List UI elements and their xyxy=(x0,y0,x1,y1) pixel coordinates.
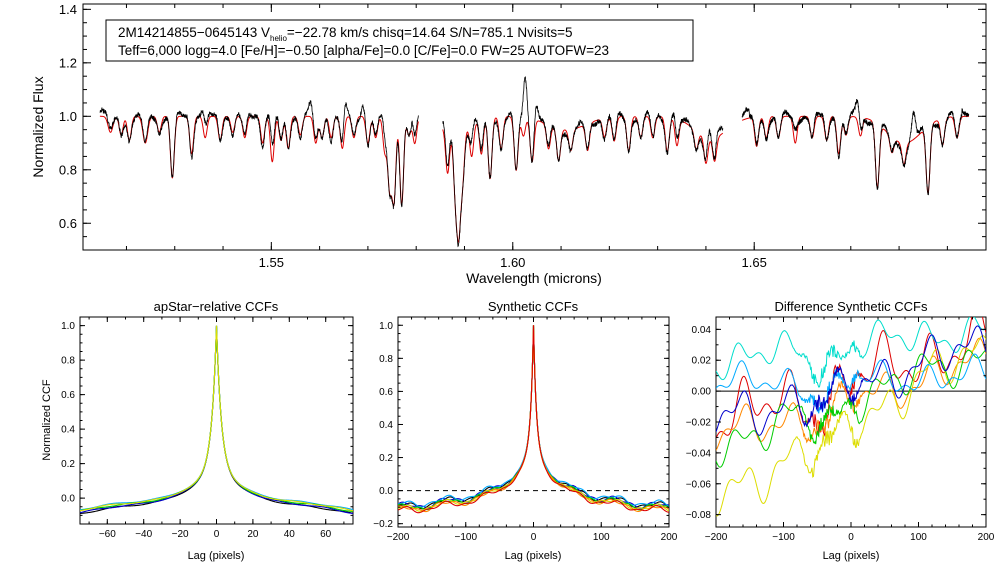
y-tick-label: 0.6 xyxy=(61,390,75,401)
annotation-line-2: Teff=6,000 logg=4.0 [Fe/H]=−0.50 [alpha/… xyxy=(118,43,609,58)
synthetic-ccf-panel: Synthetic CCFs −200 −100 0 100 200 −0.2 0.0 0.2… xyxy=(373,299,678,562)
difference-series-line xyxy=(716,335,986,517)
x-tick-label: −200 xyxy=(387,532,410,543)
x-tick-label: 200 xyxy=(978,532,995,543)
y-tick-label: 0.8 xyxy=(61,356,75,367)
x-tick-label: −100 xyxy=(454,532,477,543)
y-tick-label: 1.2 xyxy=(59,55,77,70)
apstar-ccf-ylabel: Normalized CCF xyxy=(41,379,53,461)
x-tick-label: −40 xyxy=(135,529,152,540)
ccf-series-line xyxy=(398,325,669,514)
y-tick-label: −0.06 xyxy=(686,479,712,490)
difference-series-line xyxy=(716,317,986,388)
y-tick-label: 0.6 xyxy=(379,387,393,398)
y-tick-label: −0.08 xyxy=(686,510,712,521)
x-tick-label: −100 xyxy=(772,532,795,543)
y-tick-label: 1.4 xyxy=(59,2,77,17)
apstar-ccf-title: apStar−relative CCFs xyxy=(154,299,279,314)
spectrum-plot-frame xyxy=(82,3,987,251)
x-tick-label: 1.60 xyxy=(500,255,525,270)
x-tick-label: 0 xyxy=(214,529,220,540)
synthetic-ccf-axes: −200 −100 0 100 200 −0.2 0.0 0.2 0.4 0.6 0.8 1.0 xyxy=(373,317,678,543)
y-tick-label: 1.0 xyxy=(61,321,75,332)
y-tick-label: 0.8 xyxy=(379,354,393,365)
difference-ccf-xlabel: Lag (pixels) xyxy=(823,550,880,562)
y-tick-label: 0.2 xyxy=(379,453,393,464)
synthetic-ccf-xlabel: Lag (pixels) xyxy=(505,550,562,562)
spectrum-axes: 1.55 1.60 1.65 0.6 0.8 1.0 1.2 1.4 xyxy=(59,2,986,270)
x-tick-label: −20 xyxy=(172,529,189,540)
y-tick-label: −0.2 xyxy=(373,519,393,530)
spectrum-panel: 1.55 1.60 1.65 0.6 0.8 1.0 1.2 1.4 2M14214855−0… xyxy=(30,2,987,286)
apstar-ccf-xlabel: Lag (pixels) xyxy=(188,550,245,562)
y-tick-label: −0.04 xyxy=(686,448,712,459)
x-tick-label: −200 xyxy=(705,532,728,543)
y-tick-label: 0.00 xyxy=(692,387,712,398)
y-tick-label: 1.0 xyxy=(59,109,77,124)
y-tick-label: 0.0 xyxy=(61,494,75,505)
difference-ccf-axes: −200 −100 0 100 200 −0.08 −0.06 −0.04 −0.02 0.00 0… xyxy=(686,317,995,543)
synthetic-ccf-lines xyxy=(398,325,669,514)
observed-spectrum-line xyxy=(99,76,970,248)
difference-series-line xyxy=(716,325,986,436)
difference-series-line xyxy=(716,353,986,414)
x-tick-label: 0 xyxy=(531,532,537,543)
difference-ccf-title: Difference Synthetic CCFs xyxy=(775,299,928,314)
difference-ccf-panel: Difference Synthetic CCFs −200 −100 0 100 20… xyxy=(686,299,995,562)
x-tick-label: 1.65 xyxy=(742,255,767,270)
y-tick-label: 0.6 xyxy=(59,216,77,231)
x-tick-label: 40 xyxy=(284,529,296,540)
y-tick-label: 0.04 xyxy=(692,325,712,336)
x-tick-label: 0 xyxy=(848,532,854,543)
ccf-series-line xyxy=(80,325,353,512)
annotation-line-1: 2M14214855−0645143 Vhelio=−22.78 km/s ch… xyxy=(118,25,572,43)
spectrum-annotation-box: 2M14214855−0645143 Vhelio=−22.78 km/s ch… xyxy=(105,19,694,62)
x-tick-label: −60 xyxy=(99,529,116,540)
x-tick-label: 100 xyxy=(593,532,610,543)
y-tick-label: 1.0 xyxy=(379,321,393,332)
y-tick-label: 0.0 xyxy=(379,486,393,497)
x-tick-label: 1.55 xyxy=(259,255,284,270)
y-tick-label: 0.8 xyxy=(59,162,77,177)
x-tick-label: 60 xyxy=(320,529,332,540)
apstar-ccf-axes: −60 −40 −20 0 20 40 60 0.0 0.2 0.4 0.6 0.8 1.0 xyxy=(61,317,353,540)
synthetic-ccf-title: Synthetic CCFs xyxy=(488,299,579,314)
y-tick-label: 0.4 xyxy=(61,425,75,436)
y-tick-label: 0.02 xyxy=(692,356,712,367)
x-tick-label: 20 xyxy=(247,529,259,540)
spectrum-ylabel: Normalized Flux xyxy=(30,76,46,177)
spectrum-xlabel: Wavelength (microns) xyxy=(466,270,602,286)
x-tick-label: 200 xyxy=(661,532,678,543)
x-tick-label: 100 xyxy=(910,532,927,543)
y-tick-label: −0.02 xyxy=(686,418,712,429)
y-tick-label: 0.2 xyxy=(61,459,75,470)
apstar-ccf-lines xyxy=(80,325,353,515)
difference-ccf-lines xyxy=(716,317,986,517)
apstar-ccf-panel: apStar−relative CCFs −60 −40 −20 0 20 40 60 0.0… xyxy=(41,299,354,562)
y-tick-label: 0.4 xyxy=(379,420,393,431)
